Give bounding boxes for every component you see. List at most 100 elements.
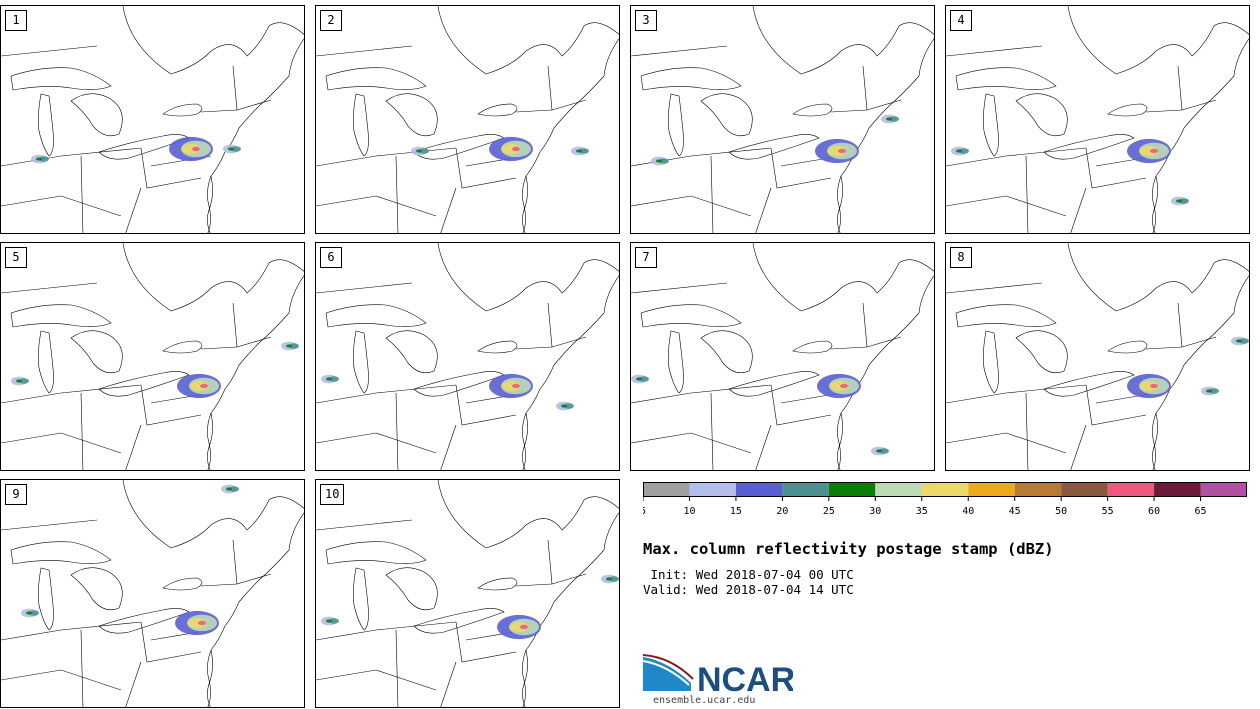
init-value: Wed 2018-07-04 00 UTC: [695, 567, 854, 582]
reflectivity-cell: [656, 159, 662, 163]
colorbar-swatch: [1154, 482, 1201, 497]
basemap: [1, 6, 304, 233]
reflectivity-cell: [286, 344, 292, 348]
member-number-label: 1: [5, 10, 27, 31]
reflectivity-cell: [416, 149, 422, 153]
colorbar-swatch: [689, 482, 736, 497]
colorbar-tick-label: 10: [683, 506, 695, 517]
reflectivity-cell: [29, 610, 39, 616]
member-number-label: 9: [5, 484, 27, 505]
basemap: [946, 6, 1249, 233]
reflectivity-cell: [326, 619, 332, 623]
reflectivity-cell: [190, 381, 208, 391]
colorbar-swatch: [1014, 482, 1062, 497]
basemap: [316, 480, 619, 707]
reflectivity-cell: [606, 577, 612, 581]
reflectivity-cell: [561, 404, 567, 408]
colorbar-swatch: [1061, 482, 1108, 497]
colorbar-swatch: [968, 482, 1015, 497]
reflectivity-cell: [289, 343, 299, 349]
colorbar-tick-label: 15: [730, 506, 742, 517]
ensemble-url[interactable]: ensemble.ucar.edu: [653, 695, 756, 706]
map-panel: 10: [315, 479, 620, 708]
reflectivity-cell: [1239, 338, 1249, 344]
reflectivity-cell: [840, 383, 848, 389]
reflectivity-cell: [609, 576, 619, 582]
reflectivity-cell: [564, 403, 574, 409]
reflectivity-cell: [228, 147, 234, 151]
reflectivity-cell: [830, 381, 848, 391]
valid-label: Valid:: [643, 582, 689, 597]
reflectivity-cell: [579, 148, 589, 154]
reflectivity-cell: [192, 146, 200, 152]
ncar-logo: NCAR: [643, 654, 793, 699]
map-panel: 1: [0, 5, 305, 234]
colorbar-tick-label: 65: [1195, 506, 1207, 517]
reflectivity-cell: [879, 448, 889, 454]
reflectivity-cell: [1236, 339, 1242, 343]
reflectivity-cell: [502, 144, 520, 154]
reflectivity-cell: [576, 149, 582, 153]
reflectivity-colorbar: 5 10 15 20 25 30 35 40 45 50 55 60 65: [643, 482, 1247, 517]
reflectivity-cell: [39, 156, 49, 162]
reflectivity-cell: [520, 624, 528, 630]
reflectivity-cell: [200, 383, 208, 389]
figure-title: Max. column reflectivity postage stamp (…: [643, 540, 1054, 558]
reflectivity-cell: [838, 148, 846, 154]
reflectivity-cell: [229, 486, 239, 492]
basemap: [1, 243, 304, 470]
basemap: [316, 6, 619, 233]
basemap: [631, 243, 934, 470]
reflectivity-cell: [1150, 148, 1158, 154]
member-number-label: 10: [320, 484, 345, 505]
init-time: Init: Wed 2018-07-04 00 UTC: [643, 567, 854, 582]
reflectivity-cell: [956, 149, 962, 153]
colorbar-tick-label: 5: [643, 506, 646, 517]
ncar-logo-text: NCAR: [697, 661, 793, 699]
colorbar-tick-label: 50: [1055, 506, 1067, 517]
colorbar-swatch: [1200, 482, 1247, 497]
reflectivity-cell: [326, 377, 332, 381]
map-panel: 4: [945, 5, 1250, 234]
reflectivity-cell: [1140, 381, 1158, 391]
reflectivity-cell: [1140, 146, 1158, 156]
colorbar-tick-label: 20: [776, 506, 788, 517]
map-panel: 5: [0, 242, 305, 471]
reflectivity-cell: [1150, 383, 1158, 389]
reflectivity-cell: [512, 383, 520, 389]
reflectivity-cell: [1179, 198, 1189, 204]
colorbar-swatch: [828, 482, 876, 497]
colorbar-tick-label: 35: [916, 506, 928, 517]
reflectivity-cell: [502, 381, 520, 391]
colorbar-swatch: [921, 482, 969, 497]
member-number-label: 3: [635, 10, 657, 31]
reflectivity-cell: [636, 377, 642, 381]
reflectivity-cell: [419, 148, 429, 154]
colorbar-swatch: [643, 482, 690, 497]
reflectivity-cell: [639, 376, 649, 382]
basemap: [316, 243, 619, 470]
reflectivity-cell: [19, 378, 29, 384]
colorbar-tick-label: 30: [869, 506, 881, 517]
reflectivity-cell: [1209, 388, 1219, 394]
init-label: Init:: [643, 567, 689, 582]
map-panel: 9: [0, 479, 305, 708]
colorbar-swatch: [875, 482, 922, 497]
reflectivity-cell: [512, 146, 520, 152]
map-panel: 8: [945, 242, 1250, 471]
reflectivity-cell: [36, 157, 42, 161]
reflectivity-cell: [886, 117, 892, 121]
member-number-label: 7: [635, 247, 657, 268]
colorbar-tick-label: 40: [962, 506, 974, 517]
member-number-label: 5: [5, 247, 27, 268]
reflectivity-cell: [1176, 199, 1182, 203]
colorbar-swatch: [735, 482, 783, 497]
map-panel: 3: [630, 5, 935, 234]
member-number-label: 4: [950, 10, 972, 31]
basemap: [1, 480, 304, 707]
reflectivity-cell: [198, 620, 206, 626]
member-number-label: 6: [320, 247, 342, 268]
reflectivity-cell: [876, 449, 882, 453]
reflectivity-cell: [16, 379, 22, 383]
reflectivity-cell: [659, 158, 669, 164]
